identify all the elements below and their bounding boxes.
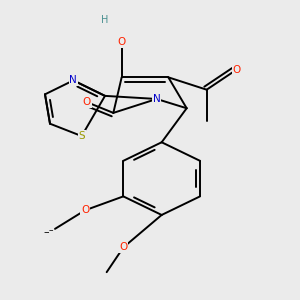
Text: H: H: [101, 15, 109, 25]
Text: O: O: [81, 205, 89, 215]
Text: N: N: [70, 75, 77, 85]
Text: N: N: [153, 94, 160, 104]
Text: O: O: [118, 37, 126, 47]
Text: S: S: [78, 131, 85, 141]
Text: O: O: [232, 64, 241, 75]
Text: –: –: [44, 227, 50, 237]
Text: H: H: [101, 15, 109, 25]
Text: O: O: [82, 97, 91, 107]
Text: O: O: [119, 242, 128, 252]
Text: O: O: [118, 37, 126, 47]
Text: –: –: [49, 226, 53, 235]
